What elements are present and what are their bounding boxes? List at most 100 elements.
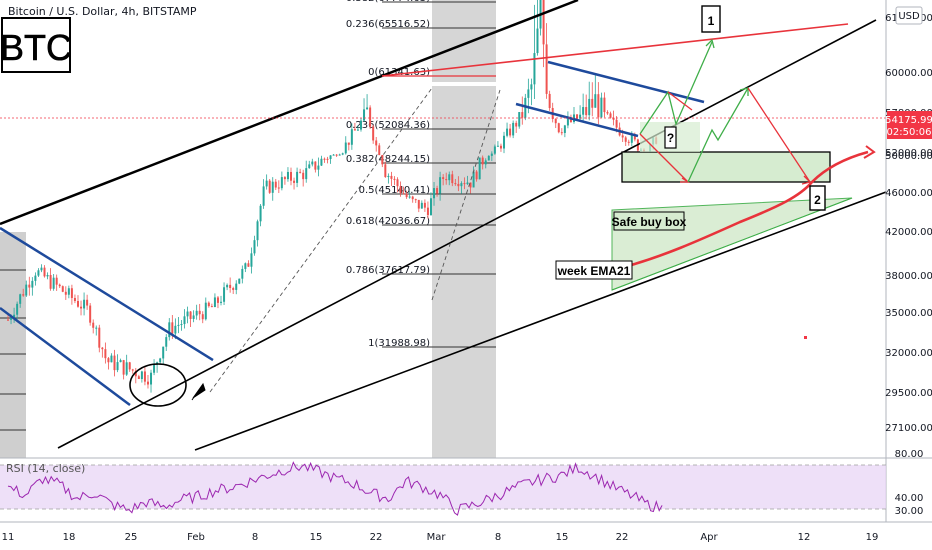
candle-body xyxy=(527,89,530,98)
candle-body xyxy=(344,142,347,154)
candle-body xyxy=(186,311,189,317)
target-2-box xyxy=(809,185,826,211)
safe-buy-box-label: Safe buy box xyxy=(612,215,687,229)
candle-body xyxy=(171,322,174,334)
projection-arrows xyxy=(639,38,812,185)
countdown-value: 02:50:06 xyxy=(887,127,932,138)
candle-body xyxy=(320,158,323,166)
candle-body xyxy=(107,358,110,363)
candle-body xyxy=(43,267,46,277)
candle-body xyxy=(314,161,317,170)
candle-body xyxy=(326,158,329,160)
candle-body xyxy=(390,175,393,179)
channel-mid-line xyxy=(57,19,877,449)
time-axis[interactable]: 11 18 25 Feb 8 15 22 Mar 8 15 22 Apr 12 19 xyxy=(2,532,879,543)
candle-body xyxy=(131,369,134,371)
candle-body xyxy=(49,275,52,289)
time-tick: 18 xyxy=(63,532,76,543)
red-path-2 xyxy=(747,87,811,183)
candle-body xyxy=(64,291,67,295)
time-tick: 15 xyxy=(310,532,323,543)
candle-body xyxy=(177,324,180,326)
currency-badge-text[interactable]: USD xyxy=(898,11,920,22)
candle-body xyxy=(493,146,496,154)
candle-body xyxy=(332,154,335,156)
candles xyxy=(7,0,658,393)
candle-body xyxy=(128,362,131,370)
candle-body xyxy=(484,160,487,165)
candle-body xyxy=(101,347,104,350)
candle-body xyxy=(76,300,79,307)
fib-label: 0.5(45140.41) xyxy=(359,185,431,196)
candle-body xyxy=(86,299,89,306)
candle-body xyxy=(201,314,204,320)
candle-body xyxy=(457,183,460,187)
candle-body xyxy=(563,125,566,133)
candle-body xyxy=(290,171,292,181)
rsi-axis[interactable]: 80.00 40.00 30.00 xyxy=(895,449,924,517)
price-tick: 32000.00 xyxy=(885,348,932,359)
red-path-2-head xyxy=(801,175,812,185)
candle-body xyxy=(566,119,569,126)
candle-body xyxy=(40,267,43,271)
fib-label: 0.236(52084.36) xyxy=(346,120,430,131)
price-tick: 50000.00 xyxy=(885,151,932,162)
price-tick: 46000.00 xyxy=(885,188,932,199)
candle-body xyxy=(557,123,560,133)
candle-body xyxy=(213,297,216,307)
candle-body xyxy=(83,299,86,309)
candle-body xyxy=(496,145,499,147)
candle-body xyxy=(606,112,609,114)
candle-body xyxy=(490,153,493,156)
candle-body xyxy=(95,327,98,329)
candle-body xyxy=(512,122,515,136)
candle-body xyxy=(630,134,633,143)
time-tick: 19 xyxy=(866,532,879,543)
candle-body xyxy=(454,183,457,185)
green-path-2 xyxy=(687,87,749,183)
candle-body xyxy=(25,284,28,296)
candle-body xyxy=(247,263,250,267)
candle-body xyxy=(369,107,372,127)
currency-badge[interactable] xyxy=(895,6,923,25)
candle-body xyxy=(585,107,588,116)
rsi-tick: 80.00 xyxy=(895,449,924,460)
candle-body xyxy=(189,311,192,319)
candle-body xyxy=(277,187,280,189)
time-tick: 8 xyxy=(252,532,258,543)
candle-body xyxy=(518,112,521,127)
blue-channel-b xyxy=(0,306,131,407)
candle-body xyxy=(451,174,454,184)
candle-body xyxy=(509,128,512,136)
candle-body xyxy=(588,98,591,116)
candle-body xyxy=(28,284,31,288)
question-label: ? xyxy=(667,131,674,145)
ema-label: week EMA21 xyxy=(557,264,631,278)
time-tick: Feb xyxy=(187,532,205,543)
price-tick: 35000.00 xyxy=(885,308,932,319)
demand-box xyxy=(621,151,831,183)
candle-body xyxy=(153,364,156,373)
candle-body xyxy=(542,0,545,45)
fib-zone-top xyxy=(432,0,496,82)
price-axis[interactable]: 61000.0060000.0057800.0052000.0050000.00… xyxy=(885,0,932,522)
candle-body xyxy=(7,319,9,321)
candle-body xyxy=(46,275,49,277)
candle-body xyxy=(627,141,630,143)
candle-body xyxy=(366,107,369,110)
candle-body xyxy=(359,120,362,130)
candle-body xyxy=(259,205,262,222)
candle-body xyxy=(472,171,475,188)
candle-body xyxy=(220,301,223,303)
candle-body xyxy=(274,181,277,188)
candle-body xyxy=(226,284,229,288)
candle-body xyxy=(399,186,402,194)
candle-body xyxy=(436,188,439,194)
candle-body xyxy=(329,155,332,160)
candle-body xyxy=(445,179,448,181)
candle-body xyxy=(229,284,232,289)
target-2-label: 2 xyxy=(814,193,821,207)
rocket-icon xyxy=(191,382,206,401)
candle-body xyxy=(34,275,37,281)
